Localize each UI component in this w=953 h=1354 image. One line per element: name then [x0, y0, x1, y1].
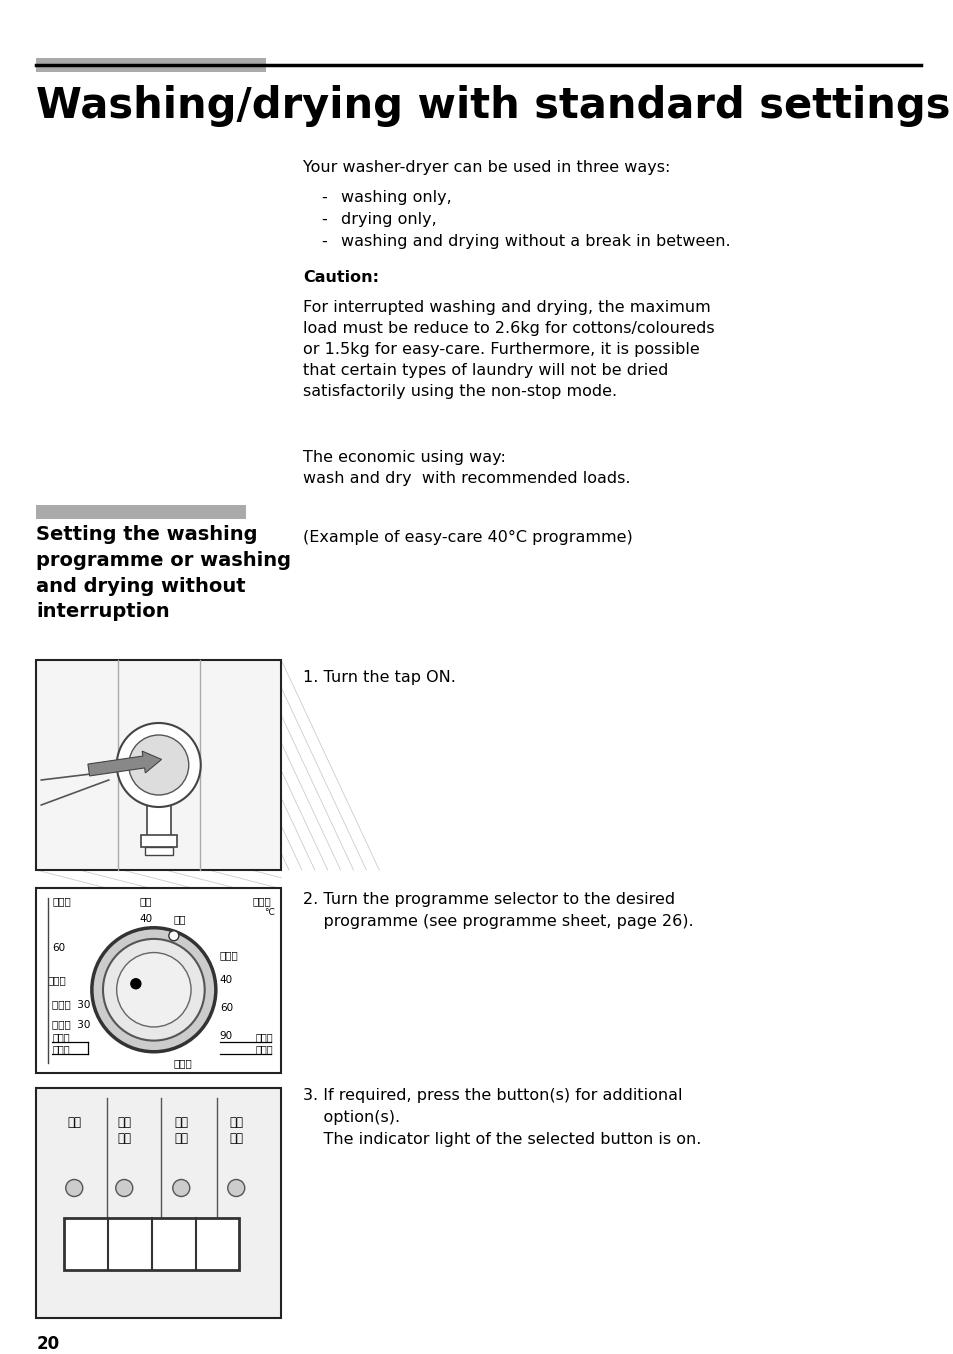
Circle shape: [228, 1179, 245, 1197]
Text: 防皱
免烫: 防皱 免烫: [117, 1116, 132, 1145]
Text: Your washer-dryer can be used in three ways:: Your washer-dryer can be used in three w…: [303, 160, 670, 175]
Bar: [36, 659, 281, 871]
Text: 单漂洗: 单漂洗: [255, 1044, 273, 1053]
Circle shape: [116, 723, 200, 807]
FancyArrow shape: [88, 751, 161, 776]
Text: 超柔洗  30: 超柔洗 30: [52, 999, 91, 1009]
Text: 90: 90: [219, 1030, 233, 1041]
Circle shape: [91, 927, 215, 1052]
Text: Washing/drying with standard settings: Washing/drying with standard settings: [36, 85, 950, 127]
Text: programme (see programme sheet, page 26).: programme (see programme sheet, page 26)…: [303, 914, 693, 929]
Text: -: -: [321, 234, 327, 249]
Circle shape: [131, 979, 141, 988]
Bar: [145, 848, 172, 854]
Text: 单洗涤: 单洗涤: [255, 1032, 273, 1041]
Text: 1. Turn the tap ON.: 1. Turn the tap ON.: [303, 670, 456, 685]
Text: 超快洗: 超快洗: [219, 949, 238, 960]
Circle shape: [66, 1179, 83, 1197]
Circle shape: [103, 938, 205, 1041]
Text: The economic using way:
wash and dry  with recommended loads.: The economic using way: wash and dry wit…: [303, 450, 630, 486]
Text: 化纤洗: 化纤洗: [52, 896, 71, 906]
Text: For interrupted washing and drying, the maximum
load must be reduce to 2.6kg for: For interrupted washing and drying, the …: [303, 301, 714, 399]
Text: 60: 60: [219, 1003, 233, 1013]
Text: 冷洗: 冷洗: [173, 914, 186, 923]
Text: 预洗: 预洗: [67, 1116, 81, 1129]
Text: Caution:: Caution:: [303, 269, 379, 284]
Text: 单排水: 单排水: [52, 1032, 70, 1041]
Text: °C: °C: [264, 909, 275, 917]
Text: 40: 40: [139, 914, 152, 923]
Bar: [36, 505, 246, 519]
Circle shape: [115, 1179, 132, 1197]
Text: The indicator light of the selected button is on.: The indicator light of the selected butt…: [303, 1132, 701, 1147]
Circle shape: [172, 1179, 190, 1197]
Bar: [36, 1089, 281, 1317]
Bar: [147, 774, 171, 839]
Circle shape: [129, 735, 189, 795]
Bar: [36, 58, 266, 72]
Text: 3. If required, press the button(s) for additional: 3. If required, press the button(s) for …: [303, 1089, 682, 1104]
Text: 强力
去污: 强力 去污: [229, 1116, 243, 1145]
Circle shape: [116, 953, 191, 1026]
Circle shape: [169, 930, 178, 941]
Text: option(s).: option(s).: [303, 1110, 400, 1125]
Bar: [141, 835, 176, 848]
Text: (Example of easy-care 40°C programme): (Example of easy-care 40°C programme): [303, 529, 633, 546]
Text: 棉织物: 棉织物: [253, 896, 271, 906]
Text: -: -: [321, 213, 327, 227]
Text: 20: 20: [36, 1335, 59, 1353]
Text: 额外
漂洗: 额外 漂洗: [174, 1116, 188, 1145]
Text: -: -: [321, 190, 327, 204]
Text: 羊毛洗  30: 羊毛洗 30: [52, 1018, 91, 1029]
Bar: [64, 1219, 239, 1270]
Text: Setting the washing
programme or washing
and drying without
interruption: Setting the washing programme or washing…: [36, 525, 291, 621]
Text: 强烘干: 强烘干: [173, 1057, 193, 1068]
Text: washing only,: washing only,: [341, 190, 452, 204]
Text: 弱烘干: 弱烘干: [48, 975, 67, 984]
Text: drying only,: drying only,: [341, 213, 436, 227]
Bar: [36, 888, 281, 1072]
Text: washing and drying without a break in between.: washing and drying without a break in be…: [341, 234, 730, 249]
Text: 60: 60: [51, 942, 65, 953]
Text: 单脱水: 单脱水: [52, 1044, 70, 1053]
Text: 2. Turn the programme selector to the desired: 2. Turn the programme selector to the de…: [303, 892, 675, 907]
Text: 停止: 停止: [140, 896, 152, 906]
Text: 40: 40: [219, 975, 233, 984]
